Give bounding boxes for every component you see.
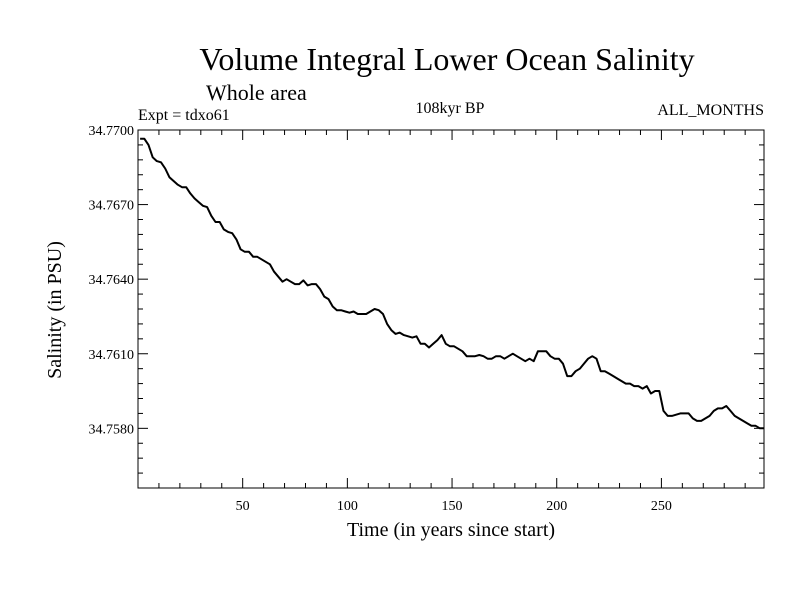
y-axis-ticks: 34.7700 34.7670 34.7640 34.7610 34.7580 — [89, 124, 764, 489]
period-label: 108kyr BP — [416, 100, 485, 117]
series-layer — [140, 137, 764, 430]
x-tick-label: 50 — [236, 499, 250, 514]
y-tick-label: 34.7640 — [89, 273, 135, 288]
plot-frame — [137, 129, 765, 489]
x-tick-label: 150 — [442, 499, 463, 514]
y-tick-label: 34.7670 — [89, 199, 135, 214]
months-label: ALL_MONTHS — [657, 102, 764, 119]
x-axis-ticks: 50 100 150 200 250 — [158, 130, 746, 514]
experiment-label: Expt = tdxo61 — [138, 107, 230, 124]
chart-subtitle: Whole area — [206, 80, 307, 105]
x-tick-label: 100 — [337, 499, 358, 514]
y-axis-label: Salinity (in PSU) — [44, 241, 66, 379]
series-line-salinity — [140, 137, 764, 430]
chart-title: Volume Integral Lower Ocean Salinity — [199, 41, 694, 77]
x-tick-label: 250 — [651, 499, 672, 514]
y-tick-label: 34.7610 — [89, 348, 135, 363]
y-tick-label: 34.7580 — [89, 422, 135, 437]
y-tick-label: 34.7700 — [89, 124, 135, 139]
x-axis-label: Time (in years since start) — [347, 519, 555, 541]
x-tick-label: 200 — [546, 499, 567, 514]
